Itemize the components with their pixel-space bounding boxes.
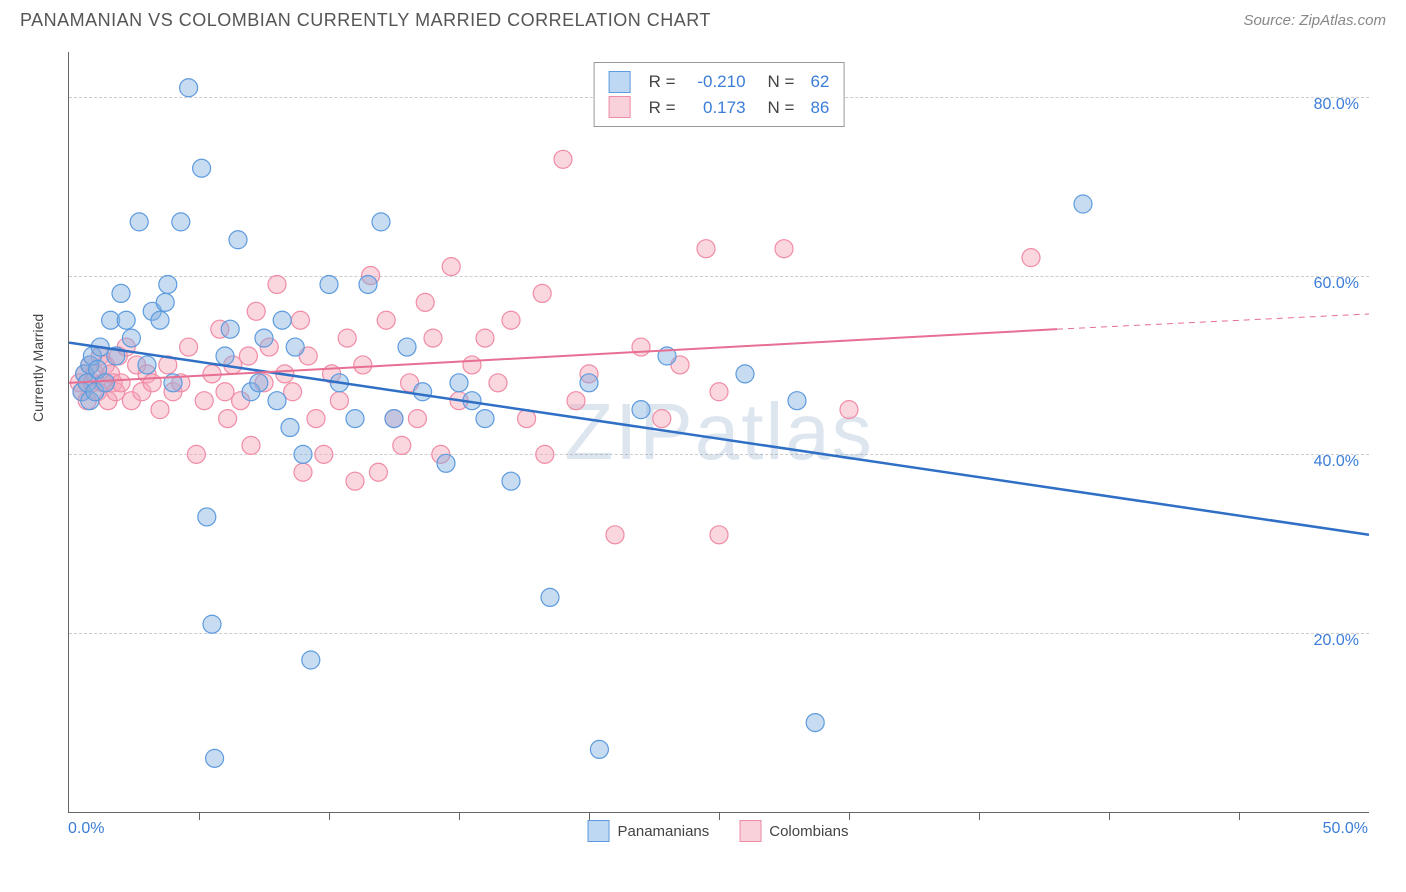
x-tick	[719, 812, 720, 820]
n-value-blue: 62	[810, 69, 829, 95]
plot-area: ZIPatlas R =-0.210 N =62 R =0.173 N =86 …	[68, 52, 1369, 813]
stats-legend-box: R =-0.210 N =62 R =0.173 N =86	[594, 62, 845, 127]
swatch-blue-icon	[588, 820, 610, 842]
x-tick	[459, 812, 460, 820]
legend-item-panamanians: Panamanians	[588, 820, 710, 842]
x-tick	[329, 812, 330, 820]
stats-row-colombians: R =0.173 N =86	[609, 95, 830, 121]
series-legend: Panamanians Colombians	[588, 820, 849, 842]
x-tick	[589, 812, 590, 820]
y-axis-label: Currently Married	[30, 314, 46, 422]
x-axis-min-label: 0.0%	[68, 820, 104, 838]
x-axis-max-label: 50.0%	[1323, 820, 1368, 838]
x-tick	[1109, 812, 1110, 820]
x-tick	[849, 812, 850, 820]
x-axis-footer: 0.0% Panamanians Colombians 50.0%	[68, 820, 1368, 848]
swatch-pink-icon	[609, 96, 631, 118]
swatch-blue-icon	[609, 71, 631, 93]
scatter-svg	[69, 52, 1369, 812]
x-tick	[1239, 812, 1240, 820]
n-value-pink: 86	[810, 95, 829, 121]
r-value-pink: 0.173	[686, 95, 746, 121]
r-value-blue: -0.210	[686, 69, 746, 95]
legend-item-colombians: Colombians	[739, 820, 848, 842]
source-attribution: Source: ZipAtlas.com	[1243, 12, 1386, 29]
stats-row-panamanians: R =-0.210 N =62	[609, 69, 830, 95]
x-tick	[199, 812, 200, 820]
x-tick	[979, 812, 980, 820]
legend-label-panamanians: Panamanians	[618, 823, 710, 840]
swatch-pink-icon	[739, 820, 761, 842]
chart-title: PANAMANIAN VS COLOMBIAN CURRENTLY MARRIE…	[20, 10, 711, 31]
chart-container: Currently Married ZIPatlas R =-0.210 N =…	[20, 42, 1386, 842]
legend-label-colombians: Colombians	[769, 823, 848, 840]
